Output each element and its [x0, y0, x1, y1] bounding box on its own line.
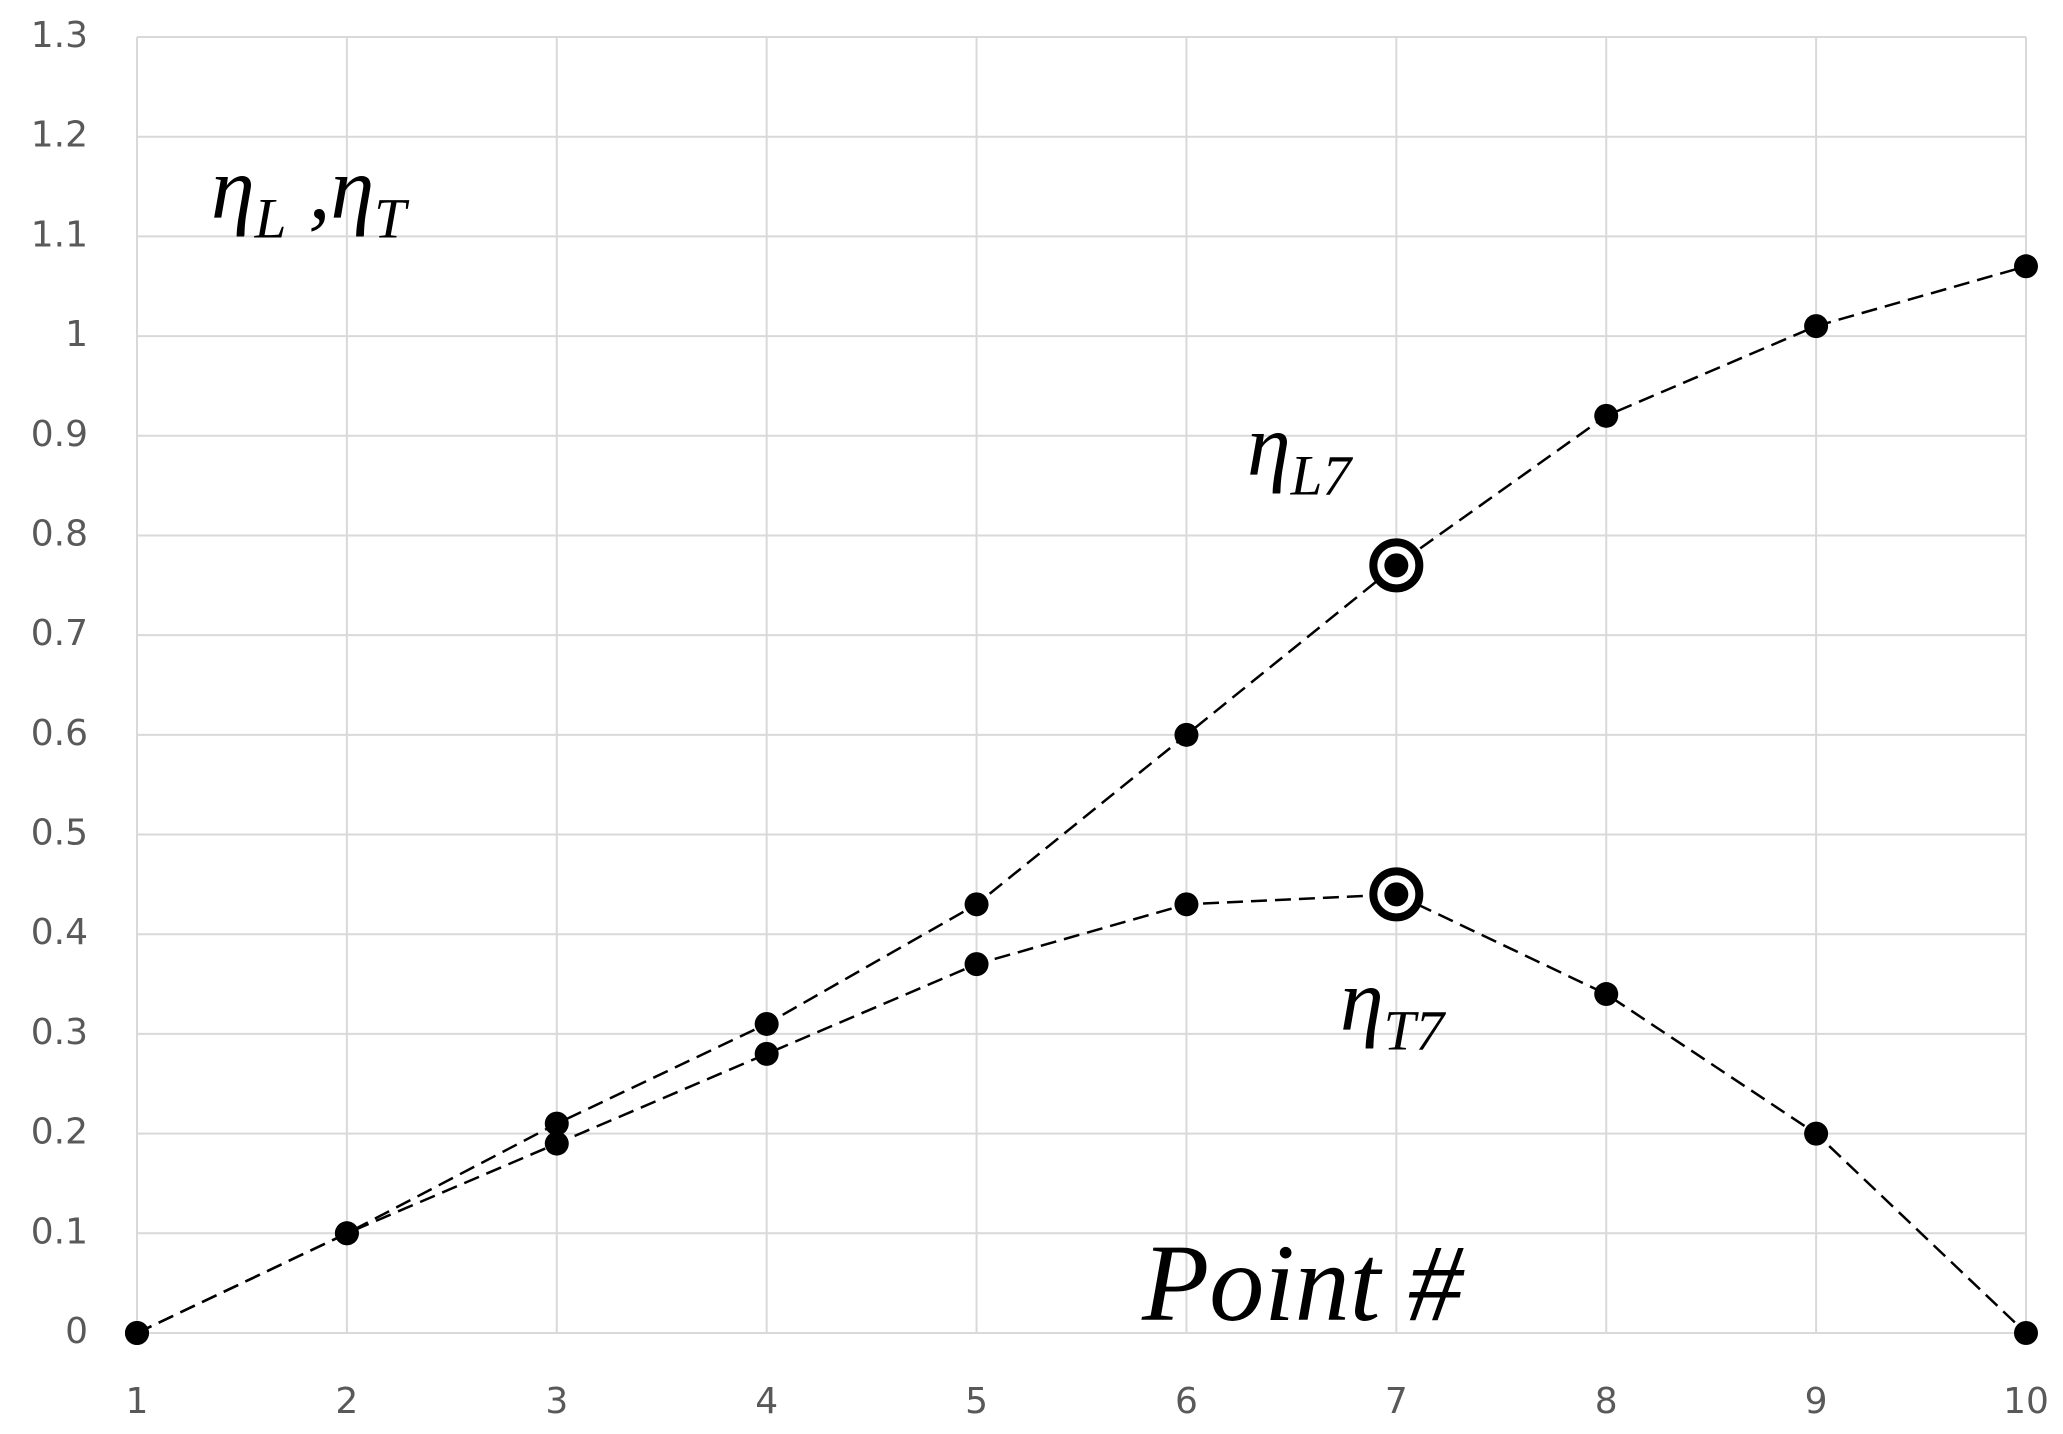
- y-tick-label: 1: [65, 314, 88, 355]
- point: [1594, 982, 1619, 1007]
- y-tick-label: 0.7: [31, 613, 88, 654]
- x-axis-label: Point #: [1141, 1222, 1465, 1344]
- y-tick-label: 0.8: [31, 513, 88, 554]
- y-axis-label: ηL ,ηT: [211, 141, 410, 250]
- point: [1174, 892, 1199, 917]
- x-tick-label: 3: [545, 1381, 568, 1422]
- subscript: T: [374, 187, 410, 250]
- subscript: L: [254, 187, 287, 250]
- series-label: ηT7: [1340, 953, 1446, 1062]
- y-tick-label: 1.3: [31, 15, 88, 56]
- x-tick-label: 7: [1385, 1381, 1408, 1422]
- point: [1804, 1121, 1829, 1146]
- point: [334, 1221, 359, 1246]
- text-part: η: [211, 141, 255, 238]
- x-tick-label: 10: [2003, 1381, 2049, 1422]
- y-tick-label: 0.5: [31, 813, 88, 854]
- y-tick-label: 0.4: [31, 912, 88, 953]
- x-tick-label: 6: [1175, 1381, 1198, 1422]
- x-tick-label: 5: [965, 1381, 988, 1422]
- point: [544, 1131, 569, 1156]
- x-tick-label: 2: [335, 1381, 358, 1422]
- series-line: [136, 265, 2027, 1335]
- point: [1384, 882, 1409, 907]
- series-line: [136, 893, 2027, 1335]
- subscript: L7: [1290, 444, 1354, 507]
- x-tick-label: 4: [755, 1381, 778, 1422]
- point: [125, 1321, 149, 1345]
- point: [964, 952, 989, 977]
- point: [2014, 254, 2038, 279]
- point: [754, 1011, 779, 1036]
- point: [1804, 314, 1829, 339]
- y-tick-label: 0.1: [31, 1211, 88, 1252]
- subscript: T7: [1384, 999, 1447, 1062]
- y-tick-label: 0.9: [31, 414, 88, 455]
- y-tick-label: 0.3: [31, 1012, 88, 1053]
- y-tick-label: 0.6: [31, 713, 88, 754]
- text-part: ,η: [286, 141, 374, 238]
- point: [2014, 1321, 2038, 1345]
- point: [754, 1041, 779, 1066]
- point: [1174, 722, 1199, 747]
- text-part: η: [1247, 398, 1291, 495]
- x-tick-label: 1: [126, 1381, 149, 1422]
- point: [1384, 553, 1409, 578]
- series-label: ηL7: [1247, 398, 1353, 507]
- text-part: η: [1340, 953, 1384, 1050]
- x-tick-label: 8: [1595, 1381, 1618, 1422]
- point: [544, 1111, 569, 1136]
- x-tick-label: 9: [1805, 1381, 1828, 1422]
- point: [964, 892, 989, 917]
- y-tick-label: 0.2: [31, 1112, 88, 1153]
- y-tick-label: 0: [65, 1311, 88, 1352]
- y-tick-label: 1.1: [31, 214, 88, 255]
- point: [1594, 403, 1619, 428]
- y-tick-label: 1.2: [31, 115, 88, 156]
